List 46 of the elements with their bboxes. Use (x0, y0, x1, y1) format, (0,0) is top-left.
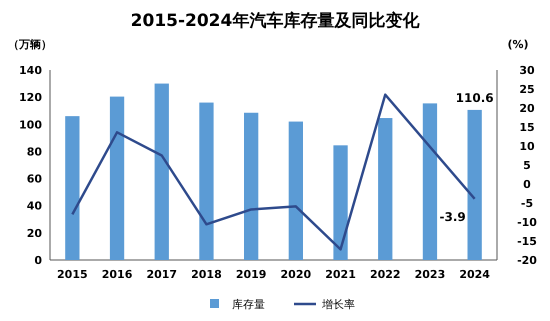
x-tick-label: 2021 (325, 268, 356, 281)
y2-tick-label: 15 (519, 121, 535, 134)
bar (199, 102, 214, 260)
y2-tick-label: 20 (519, 102, 535, 115)
y2-tick-label: -5 (520, 197, 534, 210)
y2-tick-label: 0 (523, 178, 532, 191)
x-tick-label: 2022 (370, 268, 401, 281)
x-tick-label: 2019 (236, 268, 266, 281)
legend-label: 增长率 (321, 298, 355, 311)
y2-tick-label: 5 (523, 159, 531, 172)
y-tick-label: 120 (19, 91, 42, 104)
bar (468, 110, 482, 260)
bar (422, 103, 438, 260)
y2-tick-label: 10 (519, 140, 535, 153)
x-tick-label: 2017 (146, 268, 178, 281)
y-tick-label: 40 (26, 200, 42, 213)
y2-tick-label: -15 (517, 235, 537, 248)
bar (288, 122, 303, 260)
x-tick-label: 2023 (414, 268, 446, 281)
y-tick-label: 140 (19, 64, 42, 77)
bar (65, 116, 80, 260)
y2-tick-label: 30 (519, 64, 535, 77)
y2-tick-label: -10 (517, 216, 538, 229)
y-tick-label: 20 (26, 226, 42, 240)
bar (110, 96, 124, 260)
y-axis-title: （万辆） (8, 38, 52, 51)
bar (378, 118, 392, 260)
y-tick-label: 100 (19, 118, 42, 132)
bar (244, 112, 258, 260)
y2-axis-title: (%) (507, 38, 529, 51)
bar (333, 145, 348, 260)
data-label: 110.6 (456, 90, 494, 105)
legend-label: 库存量 (232, 298, 265, 311)
data-label: -3.9 (440, 210, 466, 224)
y-tick-label: 80 (26, 145, 42, 158)
x-tick-label: 2015 (57, 268, 88, 281)
x-tick-label: 2018 (191, 268, 222, 281)
y2-tick-label: -20 (517, 254, 538, 267)
y-tick-label: 0 (34, 254, 42, 267)
y-tick-label: 60 (26, 172, 42, 186)
chart-title: 2015-2024年汽车库存量及同比变化 (130, 11, 420, 31)
y2-tick-label: 25 (519, 83, 535, 96)
x-tick-label: 2020 (280, 268, 312, 281)
x-tick-label: 2024 (459, 268, 490, 281)
x-tick-label: 2016 (102, 268, 133, 281)
bar (154, 84, 169, 260)
